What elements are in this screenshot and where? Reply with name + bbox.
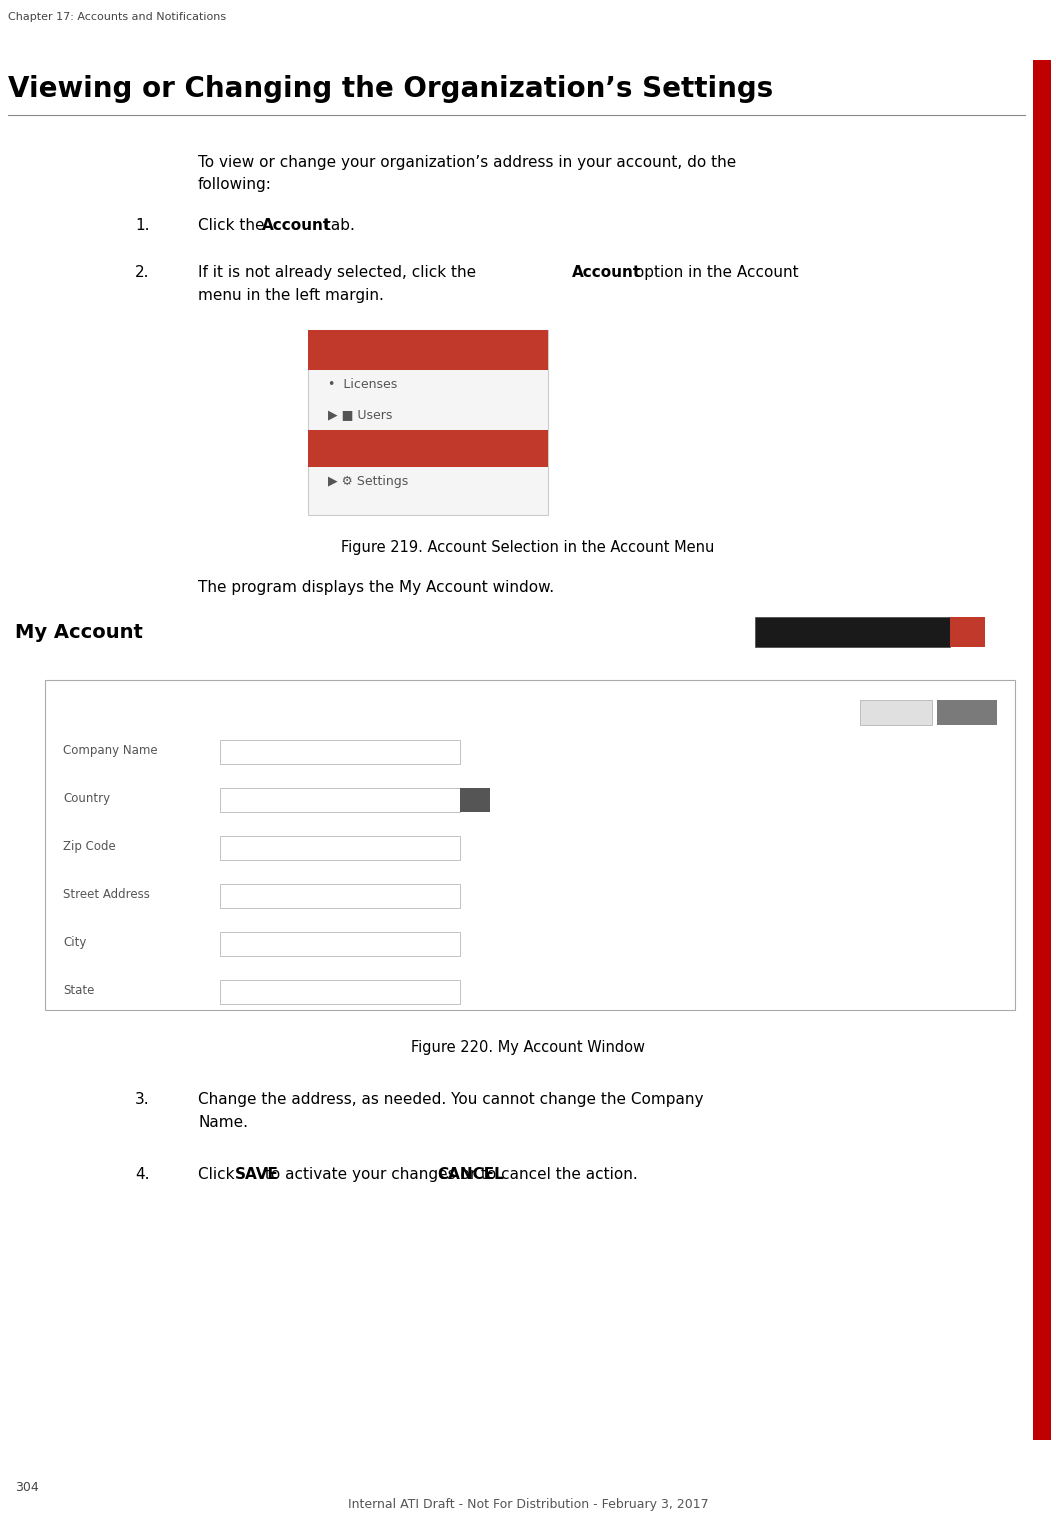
Text: Figure 220. My Account Window: Figure 220. My Account Window xyxy=(411,1041,645,1054)
Text: following:: following: xyxy=(199,177,271,192)
Text: To view or change your organization’s address in your account, do the: To view or change your organization’s ad… xyxy=(199,156,736,169)
Text: 4.: 4. xyxy=(135,1167,150,1183)
Text: V: V xyxy=(468,792,476,803)
Bar xyxy=(937,700,997,725)
Text: 2.: 2. xyxy=(135,266,150,279)
Bar xyxy=(220,740,460,765)
Bar xyxy=(220,884,460,908)
Text: Click the: Click the xyxy=(199,218,269,233)
Text: 3.: 3. xyxy=(135,1093,150,1106)
Text: Name.: Name. xyxy=(199,1116,248,1129)
Text: Change the address, as needed. You cannot change the Company: Change the address, as needed. You canno… xyxy=(199,1093,703,1106)
Bar xyxy=(860,700,932,725)
Text: Street Address: Street Address xyxy=(63,888,150,900)
Text: Account: Account xyxy=(572,266,641,279)
Text: California: California xyxy=(226,984,282,996)
Text: ACCOUNT: ACCOUNT xyxy=(323,337,398,353)
Text: City: City xyxy=(63,935,87,949)
Text: Internal ATI Draft - Not For Distribution - February 3, 2017: Internal ATI Draft - Not For Distributio… xyxy=(347,1499,709,1511)
Bar xyxy=(460,787,490,812)
Text: If it is not already selected, click the: If it is not already selected, click the xyxy=(199,266,480,279)
Bar xyxy=(220,932,460,955)
Text: Zip Code: Zip Code xyxy=(63,839,116,853)
Bar xyxy=(755,617,950,647)
Text: ▶ ■ Users: ▶ ■ Users xyxy=(328,407,393,421)
Text: 95134: 95134 xyxy=(226,839,263,853)
Bar xyxy=(45,681,1015,1010)
Bar xyxy=(1033,60,1051,1441)
Text: to activate your changes or: to activate your changes or xyxy=(260,1167,482,1183)
Bar xyxy=(308,430,548,467)
Text: 1.: 1. xyxy=(135,218,150,233)
Text: Company Name: Company Name xyxy=(63,745,157,757)
Text: SAVE: SAVE xyxy=(945,705,977,716)
Text: My Account: My Account xyxy=(15,623,143,642)
Text: 304: 304 xyxy=(15,1482,39,1494)
Text: State: State xyxy=(63,984,94,996)
Bar xyxy=(220,836,460,861)
Bar xyxy=(220,787,460,812)
Text: United States: United States xyxy=(226,792,306,806)
Text: ▶ ⚙ Settings: ▶ ⚙ Settings xyxy=(328,475,409,488)
Text: to cancel the action.: to cancel the action. xyxy=(475,1167,638,1183)
Text: Chapter 17: Accounts and Notifications: Chapter 17: Accounts and Notifications xyxy=(8,12,226,21)
Text: Country: Country xyxy=(63,792,110,806)
Text: option in the Account: option in the Account xyxy=(630,266,798,279)
Text: Choose Action: Choose Action xyxy=(763,624,852,636)
Text: •  Licenses: • Licenses xyxy=(328,378,397,391)
Text: menu in the left margin.: menu in the left margin. xyxy=(199,288,384,304)
Bar xyxy=(308,330,548,369)
Text: CANCEL: CANCEL xyxy=(866,705,910,716)
Text: Viewing or Changing the Organization’s Settings: Viewing or Changing the Organization’s S… xyxy=(8,75,773,102)
Bar xyxy=(220,980,460,1004)
Text: tab.: tab. xyxy=(320,218,355,233)
Text: Click: Click xyxy=(199,1167,240,1183)
Text: The program displays the My Account window.: The program displays the My Account wind… xyxy=(199,580,554,595)
Text: SAVE: SAVE xyxy=(234,1167,279,1183)
Bar xyxy=(308,330,548,514)
Text: CANCEL: CANCEL xyxy=(437,1167,504,1183)
Text: San Jose: San Jose xyxy=(226,935,276,949)
Text: ☞: ☞ xyxy=(483,438,496,453)
Text: Account: Account xyxy=(262,218,332,233)
Text: AAA Industries: AAA Industries xyxy=(226,745,313,757)
Text: 11 Hillside Drive: 11 Hillside Drive xyxy=(226,888,323,900)
Bar xyxy=(950,617,985,647)
Text: Figure 219. Account Selection in the Account Menu: Figure 219. Account Selection in the Acc… xyxy=(341,540,715,555)
Text: V: V xyxy=(958,623,968,636)
Text: ■■ Account: ■■ Account xyxy=(328,438,406,452)
